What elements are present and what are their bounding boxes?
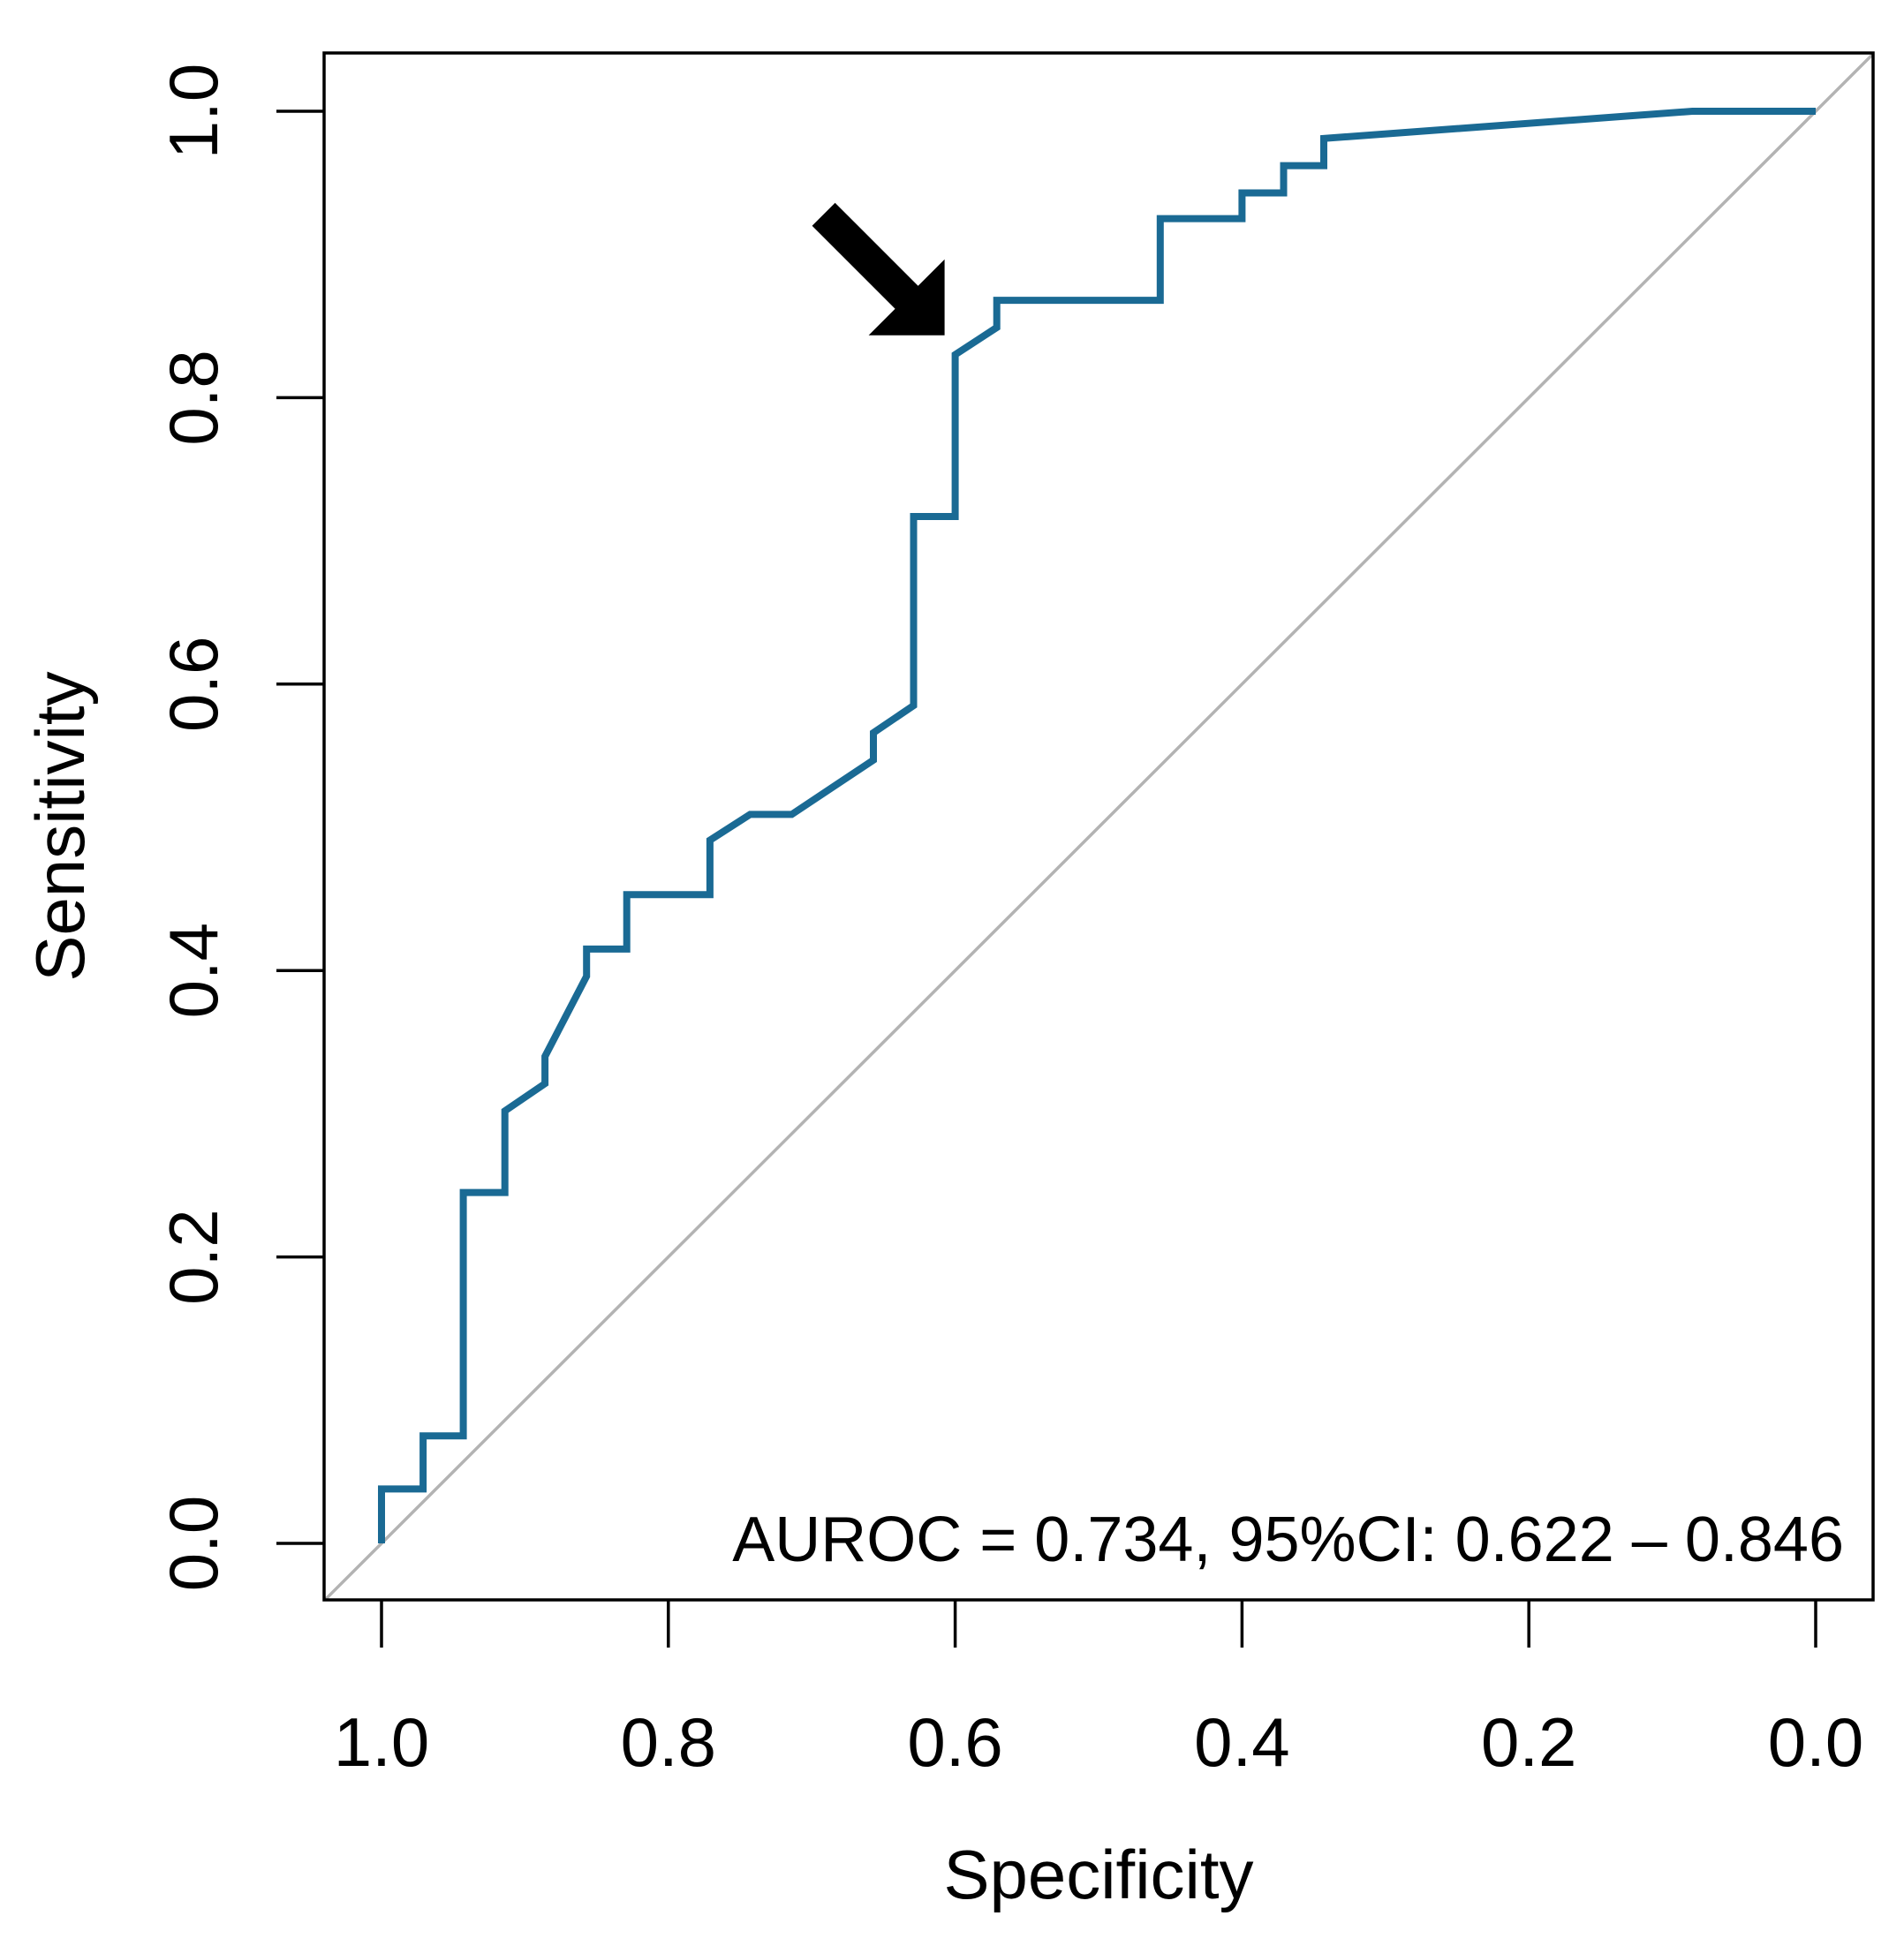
y-tick-label: 0.8 bbox=[155, 350, 232, 445]
y-tick-label: 1.0 bbox=[155, 64, 232, 159]
y-axis-label: Sensitivity bbox=[21, 671, 99, 981]
y-tick-label: 0.0 bbox=[155, 1496, 232, 1591]
plot-frame bbox=[322, 51, 1875, 1602]
x-axis: 1.0 0.8 0.6 0.4 0.2 0.0 bbox=[334, 1600, 1863, 1781]
x-tick-label: 0.0 bbox=[1768, 1703, 1863, 1781]
x-tick-label: 0.6 bbox=[907, 1703, 1002, 1781]
x-axis-label: Specificity bbox=[943, 1836, 1253, 1913]
x-tick-label: 0.4 bbox=[1194, 1703, 1289, 1781]
roc-curve-layer bbox=[378, 108, 1816, 1543]
x-tick-label: 0.2 bbox=[1481, 1703, 1576, 1781]
y-tick-label: 0.4 bbox=[155, 923, 232, 1018]
highlight-arrow bbox=[812, 202, 945, 336]
auroc-annotation: AUROC = 0.734, 95%CI: 0.622 – 0.846 bbox=[732, 1505, 1844, 1575]
y-tick-label: 0.2 bbox=[155, 1209, 232, 1304]
reference-diagonal-line bbox=[324, 53, 1873, 1600]
arrow-layer bbox=[812, 202, 945, 336]
roc-curve bbox=[378, 108, 1816, 1543]
y-axis: 0.0 0.2 0.4 0.6 0.8 1.0 bbox=[155, 64, 324, 1591]
x-tick-label: 0.8 bbox=[621, 1703, 716, 1781]
y-tick-label: 0.6 bbox=[155, 637, 232, 732]
reference-line-layer bbox=[324, 53, 1873, 1600]
x-tick-label: 1.0 bbox=[334, 1703, 429, 1781]
